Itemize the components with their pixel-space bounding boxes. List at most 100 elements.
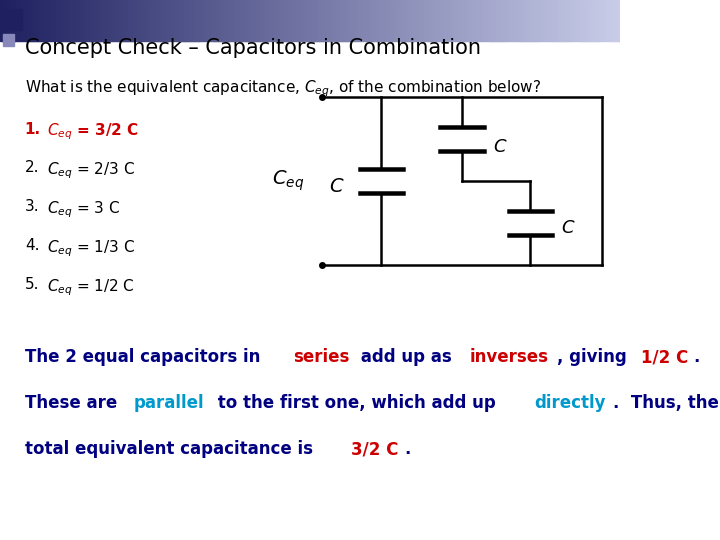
Bar: [523, 0, 526, 40]
Bar: [395, 0, 397, 40]
Bar: [104, 0, 106, 40]
Bar: [58, 0, 60, 40]
Bar: [593, 0, 596, 40]
Bar: [525, 0, 528, 40]
Bar: [50, 0, 53, 40]
Bar: [109, 0, 112, 40]
Bar: [138, 0, 141, 40]
Bar: [114, 0, 117, 40]
Bar: [14, 0, 17, 40]
Bar: [126, 0, 129, 40]
Bar: [492, 0, 495, 40]
Bar: [378, 0, 381, 40]
Bar: [41, 0, 44, 40]
Bar: [230, 0, 232, 40]
Bar: [120, 0, 122, 40]
Bar: [393, 0, 395, 40]
Bar: [432, 0, 435, 40]
Bar: [3, 34, 14, 46]
Bar: [608, 0, 611, 40]
Bar: [570, 0, 573, 40]
Bar: [252, 0, 255, 40]
Bar: [43, 0, 46, 40]
Text: 3.: 3.: [24, 199, 40, 214]
Bar: [401, 0, 404, 40]
Bar: [99, 0, 102, 40]
Bar: [389, 0, 392, 40]
Bar: [140, 0, 143, 40]
Text: $C$: $C$: [562, 219, 576, 237]
Bar: [521, 0, 523, 40]
Bar: [6, 0, 9, 40]
Bar: [405, 0, 408, 40]
Bar: [434, 0, 437, 40]
Bar: [93, 0, 96, 40]
Bar: [176, 0, 179, 40]
Bar: [271, 0, 274, 40]
Bar: [225, 0, 228, 40]
Bar: [168, 0, 170, 40]
Text: parallel: parallel: [134, 394, 204, 412]
Text: 4.: 4.: [24, 238, 40, 253]
Bar: [4, 0, 6, 40]
Bar: [201, 0, 203, 40]
Bar: [455, 0, 457, 40]
Bar: [157, 0, 160, 40]
Bar: [474, 0, 476, 40]
Bar: [337, 0, 340, 40]
Bar: [136, 0, 139, 40]
Bar: [411, 0, 414, 40]
Bar: [323, 0, 325, 40]
Bar: [477, 0, 480, 40]
Bar: [178, 0, 181, 40]
Bar: [562, 0, 565, 40]
Bar: [496, 0, 499, 40]
Bar: [192, 0, 195, 40]
Text: .: .: [404, 440, 410, 458]
Bar: [595, 0, 598, 40]
Bar: [558, 0, 561, 40]
Bar: [320, 0, 323, 40]
Text: .: .: [693, 348, 700, 366]
Bar: [310, 0, 312, 40]
Bar: [368, 0, 371, 40]
Bar: [508, 0, 511, 40]
Bar: [296, 0, 298, 40]
Bar: [159, 0, 162, 40]
Bar: [306, 0, 309, 40]
Bar: [441, 0, 443, 40]
Text: $C_{eq}$ = 1/3 C: $C_{eq}$ = 1/3 C: [47, 238, 135, 259]
Text: $C$: $C$: [328, 177, 344, 196]
Bar: [591, 0, 594, 40]
Bar: [29, 0, 32, 40]
Bar: [356, 0, 359, 40]
Bar: [391, 0, 393, 40]
Bar: [52, 0, 55, 40]
Bar: [304, 0, 307, 40]
Bar: [377, 0, 379, 40]
Bar: [343, 0, 346, 40]
Bar: [217, 0, 220, 40]
Bar: [329, 0, 331, 40]
Bar: [163, 0, 166, 40]
Bar: [91, 0, 94, 40]
Bar: [415, 0, 418, 40]
Bar: [219, 0, 222, 40]
Bar: [17, 0, 19, 40]
Bar: [190, 0, 193, 40]
Bar: [300, 0, 302, 40]
Bar: [107, 0, 110, 40]
Bar: [600, 0, 602, 40]
Text: 1/2 C: 1/2 C: [641, 348, 688, 366]
Bar: [277, 0, 279, 40]
Bar: [261, 0, 264, 40]
Bar: [519, 0, 521, 40]
Bar: [102, 0, 104, 40]
Bar: [397, 0, 400, 40]
Bar: [269, 0, 271, 40]
Bar: [403, 0, 406, 40]
Bar: [451, 0, 454, 40]
Bar: [275, 0, 278, 40]
Bar: [548, 0, 551, 40]
Bar: [424, 0, 426, 40]
